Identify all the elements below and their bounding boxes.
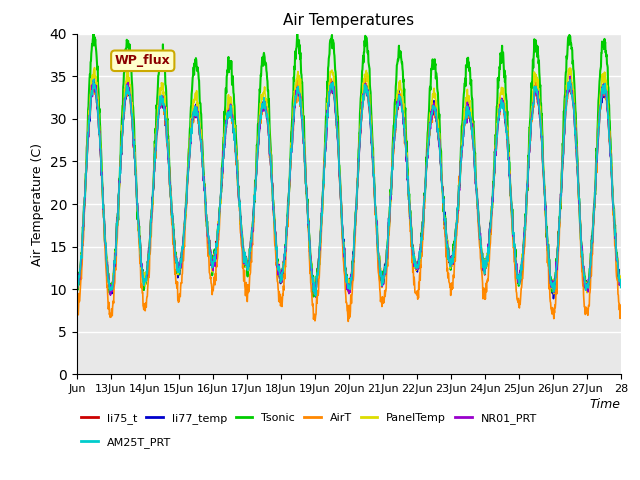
NR01_PRT	[158, 96, 166, 102]
li77_temp	[557, 193, 564, 199]
AM25T_PRT	[158, 97, 166, 103]
AM25T_PRT	[325, 100, 333, 106]
Tsonic	[477, 250, 485, 255]
AM25T_PRT	[617, 285, 625, 290]
AirT	[335, 146, 342, 152]
Legend: AM25T_PRT: AM25T_PRT	[77, 432, 175, 452]
Line: PanelTemp: PanelTemp	[77, 68, 621, 294]
PanelTemp	[617, 279, 625, 285]
Title: Air Temperatures: Air Temperatures	[284, 13, 414, 28]
li75_t	[73, 283, 81, 288]
PanelTemp	[311, 291, 319, 297]
li77_temp	[73, 282, 81, 288]
Tsonic	[73, 281, 81, 287]
AM25T_PRT	[477, 250, 485, 256]
Line: li77_temp: li77_temp	[77, 78, 621, 299]
AirT	[73, 307, 81, 313]
AirT	[344, 319, 352, 324]
Tsonic	[310, 294, 317, 300]
Tsonic	[335, 161, 343, 167]
PanelTemp	[91, 65, 99, 71]
li75_t	[335, 145, 342, 151]
li75_t	[557, 192, 564, 198]
li77_temp	[477, 241, 484, 247]
PanelTemp	[557, 187, 565, 193]
PanelTemp	[73, 282, 81, 288]
NR01_PRT	[566, 73, 574, 79]
Y-axis label: Air Temperature (C): Air Temperature (C)	[31, 143, 44, 265]
li77_temp	[566, 75, 574, 81]
Line: AirT: AirT	[77, 76, 621, 322]
NR01_PRT	[617, 279, 625, 285]
NR01_PRT	[324, 102, 332, 108]
Tsonic	[557, 190, 565, 195]
li77_temp	[611, 223, 618, 228]
AirT	[362, 73, 369, 79]
li75_t	[477, 243, 484, 249]
Tsonic	[90, 24, 97, 30]
li75_t	[158, 99, 166, 105]
li75_t	[324, 100, 332, 106]
NR01_PRT	[335, 150, 342, 156]
AM25T_PRT	[73, 288, 81, 293]
Line: NR01_PRT: NR01_PRT	[77, 76, 621, 295]
li75_t	[550, 292, 557, 298]
li75_t	[611, 220, 618, 226]
NR01_PRT	[73, 280, 81, 286]
li77_temp	[324, 101, 332, 107]
PanelTemp	[477, 249, 485, 254]
li77_temp	[550, 296, 557, 301]
Tsonic	[158, 48, 166, 54]
li75_t	[617, 279, 625, 285]
PanelTemp	[611, 216, 618, 221]
li77_temp	[158, 95, 166, 100]
Line: Tsonic: Tsonic	[77, 27, 621, 297]
NR01_PRT	[477, 248, 485, 253]
PanelTemp	[158, 81, 166, 87]
Text: WP_flux: WP_flux	[115, 54, 171, 67]
Line: li75_t: li75_t	[77, 76, 621, 295]
AirT	[324, 107, 332, 112]
AirT	[477, 267, 485, 273]
AM25T_PRT	[90, 77, 97, 83]
PanelTemp	[325, 87, 333, 93]
Tsonic	[611, 222, 618, 228]
AM25T_PRT	[557, 189, 565, 194]
AirT	[158, 96, 166, 102]
Tsonic	[325, 56, 333, 61]
li75_t	[566, 73, 574, 79]
AM25T_PRT	[335, 165, 343, 171]
Text: Time: Time	[590, 398, 621, 411]
AM25T_PRT	[312, 293, 319, 299]
NR01_PRT	[557, 193, 564, 199]
li77_temp	[335, 147, 342, 153]
AirT	[617, 311, 625, 316]
NR01_PRT	[107, 292, 115, 298]
Tsonic	[617, 280, 625, 286]
AirT	[557, 179, 565, 185]
li77_temp	[617, 278, 625, 284]
Line: AM25T_PRT: AM25T_PRT	[77, 80, 621, 296]
AirT	[611, 228, 618, 234]
NR01_PRT	[611, 220, 618, 226]
PanelTemp	[335, 162, 343, 168]
AM25T_PRT	[611, 220, 618, 226]
